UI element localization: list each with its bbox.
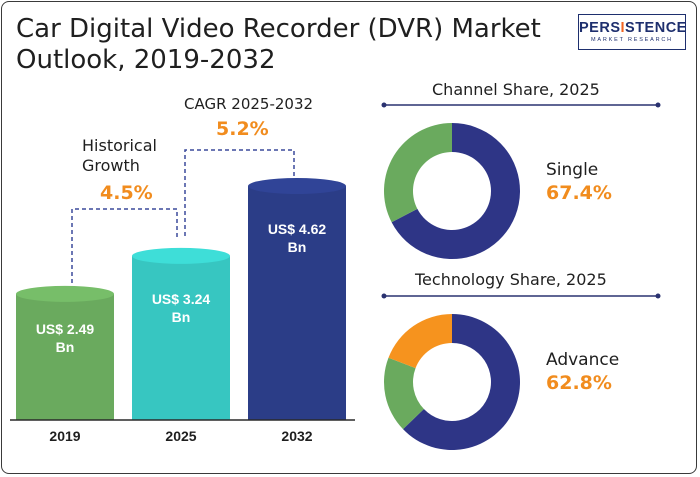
x-tick-2019: 2019	[49, 428, 80, 444]
channel-donut	[383, 123, 520, 259]
bar-cap-2025	[132, 247, 230, 264]
x-tick-2032: 2032	[281, 428, 312, 444]
bar-2019	[16, 293, 114, 420]
technology-advance-value: 62.8%	[546, 372, 612, 394]
bar-2025	[132, 255, 230, 420]
technology-donut	[384, 314, 520, 451]
bar-value-unit-2032: Bn	[288, 239, 307, 255]
bar-value-unit-2019: Bn	[56, 339, 75, 355]
technology-divider-dot-right	[655, 293, 661, 299]
bar-cap-2032	[248, 178, 346, 194]
channel-share-title: Channel Share, 2025	[432, 80, 600, 99]
channel-single-value: 67.4%	[546, 182, 612, 204]
channel-divider-dot-right	[655, 102, 661, 108]
technology-advance-label: Advance	[546, 350, 620, 370]
historical-connector	[71, 208, 178, 283]
technology-slice-1	[384, 357, 424, 430]
bar-2032	[248, 186, 346, 420]
chart-title: Car Digital Video Recorder (DVR) Market …	[16, 14, 541, 75]
dashed-connectors	[71, 149, 295, 283]
persistence-logo: PERSISTENCE MARKET RESEARCH	[578, 14, 686, 50]
technology-divider-dot-left	[381, 293, 387, 299]
channel-slice-1	[383, 123, 452, 223]
technology-share-title: Technology Share, 2025	[415, 270, 607, 289]
bar-value-label-2019: US$ 2.49	[36, 321, 95, 337]
bar-series: US$ 2.49 Bn 2019 US$ 3.24 Bn 2025 US$ 4.62 Bn 20…	[10, 178, 355, 444]
bar-value-label-2032: US$ 4.62	[268, 221, 327, 237]
logo-brand: PERSISTENCE	[579, 20, 687, 36]
channel-slice-0	[391, 123, 520, 259]
historical-growth-value: 4.5%	[100, 182, 153, 204]
x-tick-2025: 2025	[165, 428, 196, 444]
cagr-label: CAGR 2025-2032	[184, 95, 314, 113]
cagr-value: 5.2%	[216, 118, 269, 140]
logo-subtitle: MARKET RESEARCH	[591, 37, 673, 43]
bar-value-label-2025: US$ 3.24	[152, 291, 211, 307]
cagr-connector	[184, 149, 295, 236]
channel-single-label: Single	[546, 160, 599, 180]
technology-slice-0	[403, 314, 520, 451]
technology-slice-2	[388, 314, 452, 369]
bar-value-unit-2025: Bn	[172, 309, 191, 325]
channel-divider-dot-left	[381, 102, 387, 108]
historical-growth-label: Historical Growth	[82, 136, 157, 175]
bar-cap-2019	[16, 285, 114, 302]
